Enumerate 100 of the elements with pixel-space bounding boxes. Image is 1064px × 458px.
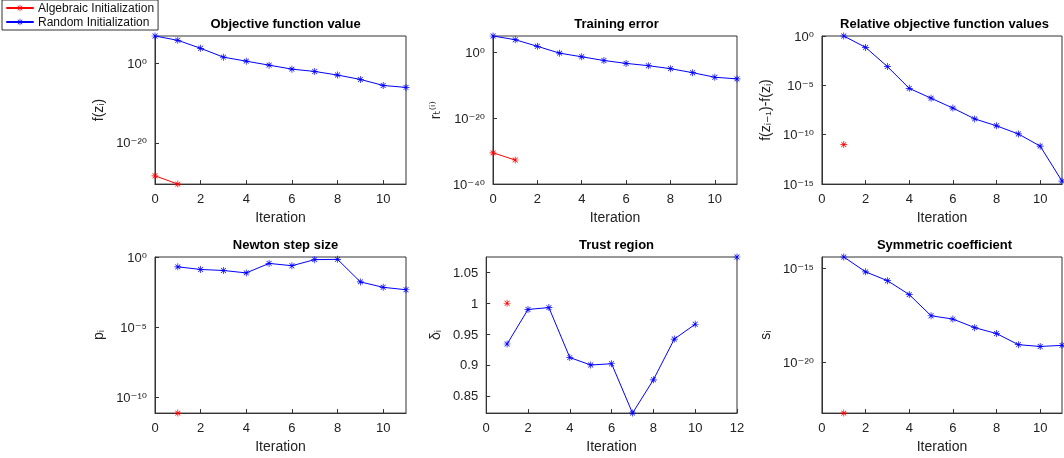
chart-title: Trust region (578, 237, 655, 252)
chart-title: Training error (574, 16, 659, 31)
x-tick-label: 2 (861, 420, 870, 436)
chart-title: Symmetric coefficient (876, 237, 1013, 252)
chart-title: Newton step size (232, 237, 339, 252)
point (905, 84, 913, 92)
y-tick-label: 10⁻⁵ (787, 77, 814, 93)
y-tick-label: 10⁻¹⁵ (782, 176, 814, 192)
x-tick-label: 4 (905, 420, 913, 436)
x-tick-label: 10 (1032, 420, 1048, 436)
x-tick-label: 2 (861, 191, 870, 207)
x-tick-label: 4 (242, 420, 250, 436)
point (608, 360, 616, 368)
point (905, 291, 913, 299)
x-tick-label: 4 (566, 420, 574, 436)
x-tick-label: 6 (288, 191, 296, 207)
y-tick-label: 10⁻¹⁰ (116, 390, 147, 406)
x-tick-label: 2 (197, 420, 205, 436)
point (993, 330, 1001, 338)
y-axis-title: rₜ⁽ⁱ⁾ (427, 100, 443, 120)
x-tick-label: 10 (375, 191, 391, 207)
legend-label: Random Initialization (38, 15, 150, 29)
point (1036, 342, 1044, 350)
point (971, 324, 979, 332)
y-axis-title: sᵢ (757, 330, 773, 340)
x-tick-label: 4 (578, 191, 586, 207)
point (649, 376, 657, 384)
x-tick-label: 8 (333, 191, 342, 207)
chart-title: Relative objective function values (840, 16, 1049, 31)
x-axis-title: Iteration (916, 209, 968, 225)
y-tick-label: 10⁻¹⁰ (783, 127, 814, 143)
x-tick-label: 8 (992, 420, 1001, 436)
y-tick-label: 1 (470, 295, 479, 311)
y-tick-label: 10⁰ (127, 249, 147, 265)
point (711, 73, 719, 81)
x-tick-label: 8 (992, 191, 1001, 207)
x-tick-label: 8 (649, 420, 658, 436)
x-tick-label: 6 (607, 420, 616, 436)
x-tick-label: 0 (818, 191, 826, 207)
x-tick-label: 2 (524, 420, 532, 436)
y-tick-label: 0.95 (452, 326, 479, 342)
x-tick-label: 0 (818, 420, 826, 436)
point (556, 49, 564, 57)
x-tick-label: 4 (905, 191, 913, 207)
point (666, 65, 674, 73)
y-tick-label: 10⁻²⁰ (783, 354, 814, 370)
x-axis-title: Iteration (916, 438, 968, 454)
x-axis-title: Iteration (586, 438, 637, 454)
point (334, 255, 342, 263)
x-tick-label: 4 (242, 191, 250, 207)
y-tick-label: 10⁻⁴⁰ (452, 176, 486, 192)
x-axis-title: Iteration (255, 209, 306, 225)
point (197, 265, 205, 273)
point (311, 67, 319, 75)
x-tick-label: 2 (197, 191, 205, 207)
x-tick-label: 0 (151, 191, 159, 207)
point (993, 122, 1001, 130)
y-tick-label: 0.9 (460, 357, 479, 373)
legend-label: Algebraic Initialization (38, 1, 155, 15)
point (379, 283, 387, 291)
point (311, 256, 319, 264)
point (862, 43, 870, 51)
point (174, 263, 182, 271)
point (689, 69, 697, 77)
y-tick-label: 10⁰ (465, 44, 486, 60)
point (566, 354, 574, 362)
x-tick-label: 0 (151, 420, 159, 436)
point (691, 320, 699, 328)
y-tick-label: 10⁻⁵ (120, 319, 147, 335)
x-tick-label: 8 (333, 420, 342, 436)
x-tick-label: 6 (949, 420, 957, 436)
x-tick-label: 2 (533, 191, 541, 207)
chart-title: Objective function value (210, 16, 361, 31)
point (242, 57, 250, 65)
x-tick-label: 10 (687, 420, 703, 436)
x-tick-label: 6 (949, 191, 957, 207)
point (1014, 341, 1022, 349)
point (862, 268, 870, 276)
point (219, 53, 227, 61)
y-tick-label: 10⁰ (127, 55, 147, 71)
y-tick-label: 0.85 (452, 388, 479, 404)
y-axis-title: f(zᵢ₋₁)-f(zᵢ) (757, 79, 773, 141)
point (379, 81, 387, 89)
point (174, 36, 182, 44)
point (883, 63, 891, 71)
x-tick-label: 0 (482, 420, 490, 436)
x-axis-title: Iteration (589, 209, 641, 225)
x-axis-title: Iteration (255, 438, 306, 454)
point (533, 42, 541, 50)
y-axis-title: δᵢ (427, 330, 443, 341)
point (644, 62, 652, 70)
y-tick-label: 10⁻¹⁵ (782, 260, 814, 276)
point (883, 277, 891, 285)
y-tick-label: 1.05 (452, 264, 479, 280)
y-axis-title: pᵢ (90, 330, 107, 341)
x-tick-label: 10 (375, 420, 391, 436)
y-tick-label: 10⁰ (794, 28, 814, 44)
point (356, 75, 364, 83)
x-tick-label: 6 (288, 420, 296, 436)
x-tick-label: 10 (707, 191, 723, 207)
